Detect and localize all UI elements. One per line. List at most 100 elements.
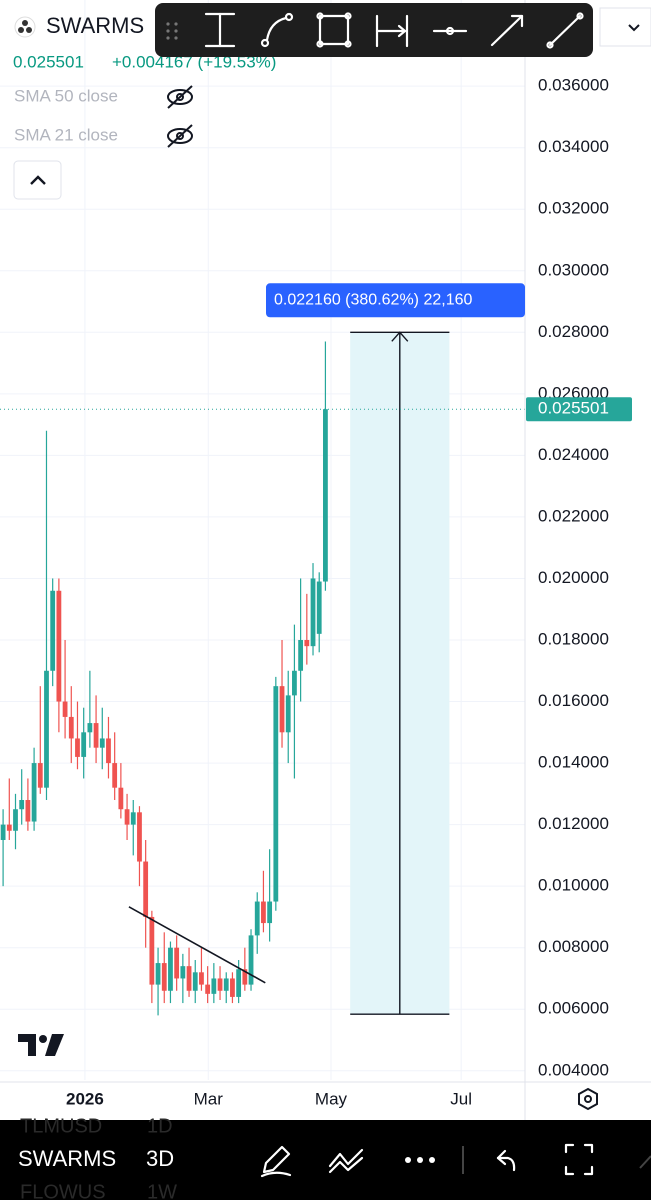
- y-tick-label: 0.016000: [538, 691, 609, 710]
- candle-body: [149, 916, 155, 985]
- y-tick-label: 0.006000: [538, 999, 609, 1018]
- tool-rectangle[interactable]: [316, 12, 352, 48]
- candle-body: [118, 787, 124, 810]
- y-tick-label: 0.014000: [538, 753, 609, 772]
- candle-body: [19, 800, 25, 810]
- symbol[interactable]: SWARMS: [46, 13, 144, 38]
- trend-line: [128, 906, 266, 984]
- tool-horizontal-ray[interactable]: [432, 26, 468, 36]
- candle-body: [236, 969, 242, 997]
- candle-body: [155, 963, 161, 985]
- y-tick-label: 0.020000: [538, 568, 609, 587]
- y-tick-label: 0.018000: [538, 629, 609, 648]
- candle-body: [106, 738, 111, 764]
- candle-body: [87, 723, 93, 733]
- last-price-tag: [526, 397, 632, 422]
- candle-body: [0, 824, 6, 840]
- candle-body: [242, 969, 248, 985]
- measure-label-bg: [266, 283, 525, 318]
- candle-body: [230, 978, 235, 997]
- y-tick-label: 0.030000: [538, 260, 609, 279]
- price-change: +0.004167 (+19.53%): [112, 52, 276, 71]
- y-tick-label: 0.008000: [538, 937, 609, 956]
- axes: 0.004000 0.006000 0.008000 0.010000 0.012000…: [66, 76, 632, 1108]
- candle-body: [192, 972, 198, 991]
- candle-body: [273, 686, 279, 902]
- next-interval: 1W: [147, 1181, 177, 1200]
- candle-body: [304, 640, 310, 647]
- draw-button[interactable]: [260, 1145, 292, 1178]
- tool-trend-line[interactable]: [546, 12, 584, 49]
- candle-body: [174, 947, 180, 979]
- candle-body: [13, 809, 18, 831]
- candle-body: [62, 701, 68, 717]
- x-tick-label: Mar: [194, 1089, 224, 1108]
- indicator[interactable]: SMA 50 close: [14, 86, 118, 105]
- tool-date-range[interactable]: [375, 14, 409, 48]
- candle-body: [211, 978, 217, 994]
- interval-picker[interactable]: 3D: [146, 1146, 174, 1171]
- indicator[interactable]: SMA 21 close: [14, 125, 118, 144]
- candle-body: [254, 901, 260, 936]
- y-tick-label: 0.012000: [538, 814, 609, 833]
- candle-body: [68, 716, 74, 739]
- candle-body: [6, 824, 12, 831]
- candle-body: [50, 590, 56, 671]
- drag-handle[interactable]: [166, 22, 178, 40]
- tool-path[interactable]: [260, 12, 294, 48]
- price: 0.025501: [13, 52, 84, 71]
- y-tick-label: 0.036000: [538, 76, 609, 95]
- candle-body: [248, 935, 254, 985]
- candle-body: [75, 738, 80, 757]
- candle-body: [93, 723, 99, 748]
- symbol-picker[interactable]: SWARMS: [18, 1146, 116, 1171]
- settings-icon[interactable]: [578, 1087, 598, 1111]
- candle-body: [137, 812, 142, 862]
- hide-icon[interactable]: [167, 85, 193, 109]
- tv-logo: [18, 1034, 64, 1056]
- symbol-logo: [22, 20, 28, 26]
- bottom-bar: [0, 1120, 651, 1200]
- fullscreen-button[interactable]: [564, 1143, 594, 1176]
- next-symbol: FLOWUS: [20, 1181, 106, 1200]
- tool-arrow[interactable]: [490, 14, 524, 47]
- interval-dropdown[interactable]: [599, 7, 651, 47]
- drawing-toolbar: [155, 3, 593, 57]
- last-price-label: 0.025501: [538, 399, 609, 418]
- candle-body: [143, 861, 149, 917]
- candle-body: [25, 800, 31, 822]
- prev-symbol: TLMUSD: [20, 1115, 102, 1137]
- candle-body: [186, 966, 192, 991]
- edge-icon: [639, 1155, 651, 1169]
- y-tick-label: 0.028000: [538, 322, 609, 341]
- y-tick-label: 0.010000: [538, 876, 609, 895]
- y-tick-label: 0.022000: [538, 506, 609, 525]
- measure-arrowhead: [391, 331, 409, 342]
- collapse-button[interactable]: [13, 160, 62, 200]
- candle-body: [223, 978, 229, 991]
- candle-body: [112, 763, 118, 788]
- prev-interval: 1D: [147, 1115, 173, 1137]
- y-tick-label: 0.024000: [538, 445, 609, 464]
- candle-body: [285, 695, 291, 733]
- dropdown-icon: [628, 24, 640, 32]
- candle-body: [323, 409, 328, 582]
- candle-body: [124, 809, 130, 825]
- candle-body: [161, 963, 167, 991]
- indicators-button[interactable]: [328, 1148, 364, 1174]
- y-tick-label: 0.032000: [538, 199, 609, 218]
- undo-button[interactable]: [496, 1149, 516, 1172]
- more-button[interactable]: [405, 1157, 435, 1163]
- candle-body: [37, 763, 43, 788]
- symbol-logo: [26, 27, 32, 33]
- x-tick-label: May: [315, 1089, 348, 1108]
- tool-price-range[interactable]: [204, 12, 236, 48]
- x-tick-label: 2026: [66, 1089, 104, 1108]
- candle-body: [217, 978, 223, 991]
- candle-body: [44, 670, 49, 788]
- candle-body: [199, 972, 204, 985]
- hide-icon[interactable]: [167, 124, 193, 148]
- y-tick-label: 0.004000: [538, 1060, 609, 1079]
- collapse-icon: [30, 175, 46, 185]
